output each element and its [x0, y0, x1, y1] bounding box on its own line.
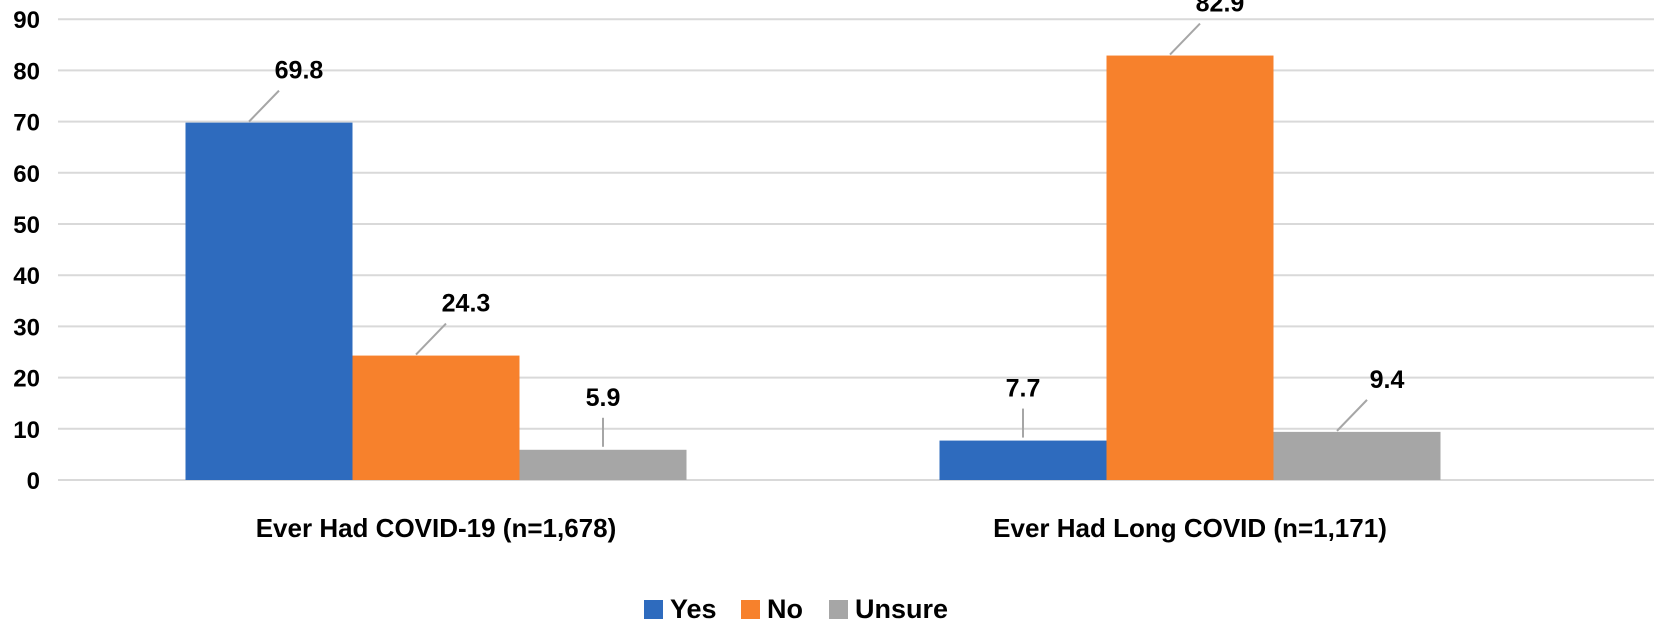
data-label-yes-2: 7.7 — [1006, 375, 1041, 403]
y-tick-label-40: 40 — [13, 263, 40, 290]
y-tick-label-50: 50 — [13, 212, 40, 239]
bar-no-1 — [352, 355, 520, 480]
y-tick-label-60: 60 — [13, 161, 40, 188]
legend-swatch-no — [741, 600, 760, 619]
y-axis-tick-labels: 0 10 20 30 40 50 60 70 80 90 — [13, 7, 40, 495]
data-label-yes-1: 69.8 — [275, 57, 324, 85]
leader-line-unsure-2 — [1336, 399, 1368, 432]
leader-line-yes-1 — [248, 89, 280, 123]
bars — [185, 55, 1441, 481]
bar-unsure-2 — [1273, 431, 1441, 480]
y-tick-label-30: 30 — [13, 314, 40, 341]
legend: Yes No Unsure — [644, 594, 948, 624]
legend-swatch-yes — [644, 600, 663, 619]
legend-swatch-unsure — [829, 600, 848, 619]
bar-yes-1 — [185, 122, 353, 481]
y-tick-label-20: 20 — [13, 366, 40, 393]
legend-label-unsure: Unsure — [855, 594, 948, 624]
legend-label-no: No — [767, 594, 803, 624]
data-label-no-1: 24.3 — [442, 290, 491, 318]
legend-label-yes: Yes — [670, 594, 717, 624]
data-label-unsure-2: 9.4 — [1370, 366, 1405, 394]
bar-no-2 — [1106, 55, 1274, 480]
data-label-leader-lines — [248, 22, 1368, 447]
y-tick-label-70: 70 — [13, 110, 40, 137]
data-label-unsure-1: 5.9 — [586, 384, 621, 412]
bar-unsure-1 — [519, 449, 687, 480]
category-label-1: Ever Had COVID-19 (n=1,678) — [256, 513, 617, 543]
data-labels: 69.8 7.7 24.3 82.9 5.9 9.4 — [275, 0, 1405, 412]
leader-line-no-1 — [415, 322, 447, 356]
data-label-no-2: 82.9 — [1196, 0, 1245, 18]
y-tick-label-0: 0 — [27, 468, 40, 495]
y-tick-label-90: 90 — [13, 7, 40, 34]
y-tick-label-80: 80 — [13, 58, 40, 85]
bar-yes-2 — [939, 440, 1107, 480]
y-tick-label-10: 10 — [13, 417, 40, 444]
category-label-2: Ever Had Long COVID (n=1,171) — [993, 513, 1387, 543]
x-axis-category-labels: Ever Had COVID-19 (n=1,678) Ever Had Long… — [256, 513, 1387, 543]
leader-line-no-2 — [1169, 22, 1201, 56]
